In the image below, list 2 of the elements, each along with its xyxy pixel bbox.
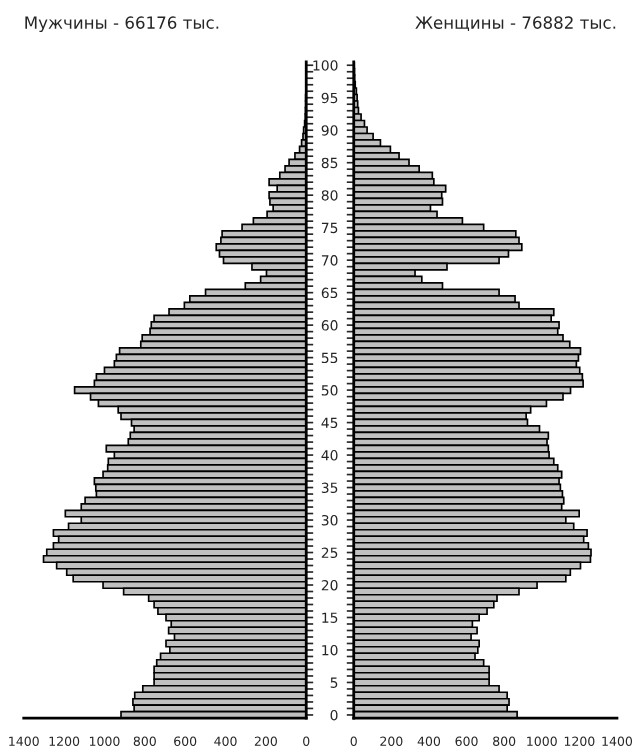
chart-title: Женщины - 76882 тыс. (415, 16, 616, 31)
chart-title: Мужчины - 66176 тыс. (25, 16, 219, 33)
